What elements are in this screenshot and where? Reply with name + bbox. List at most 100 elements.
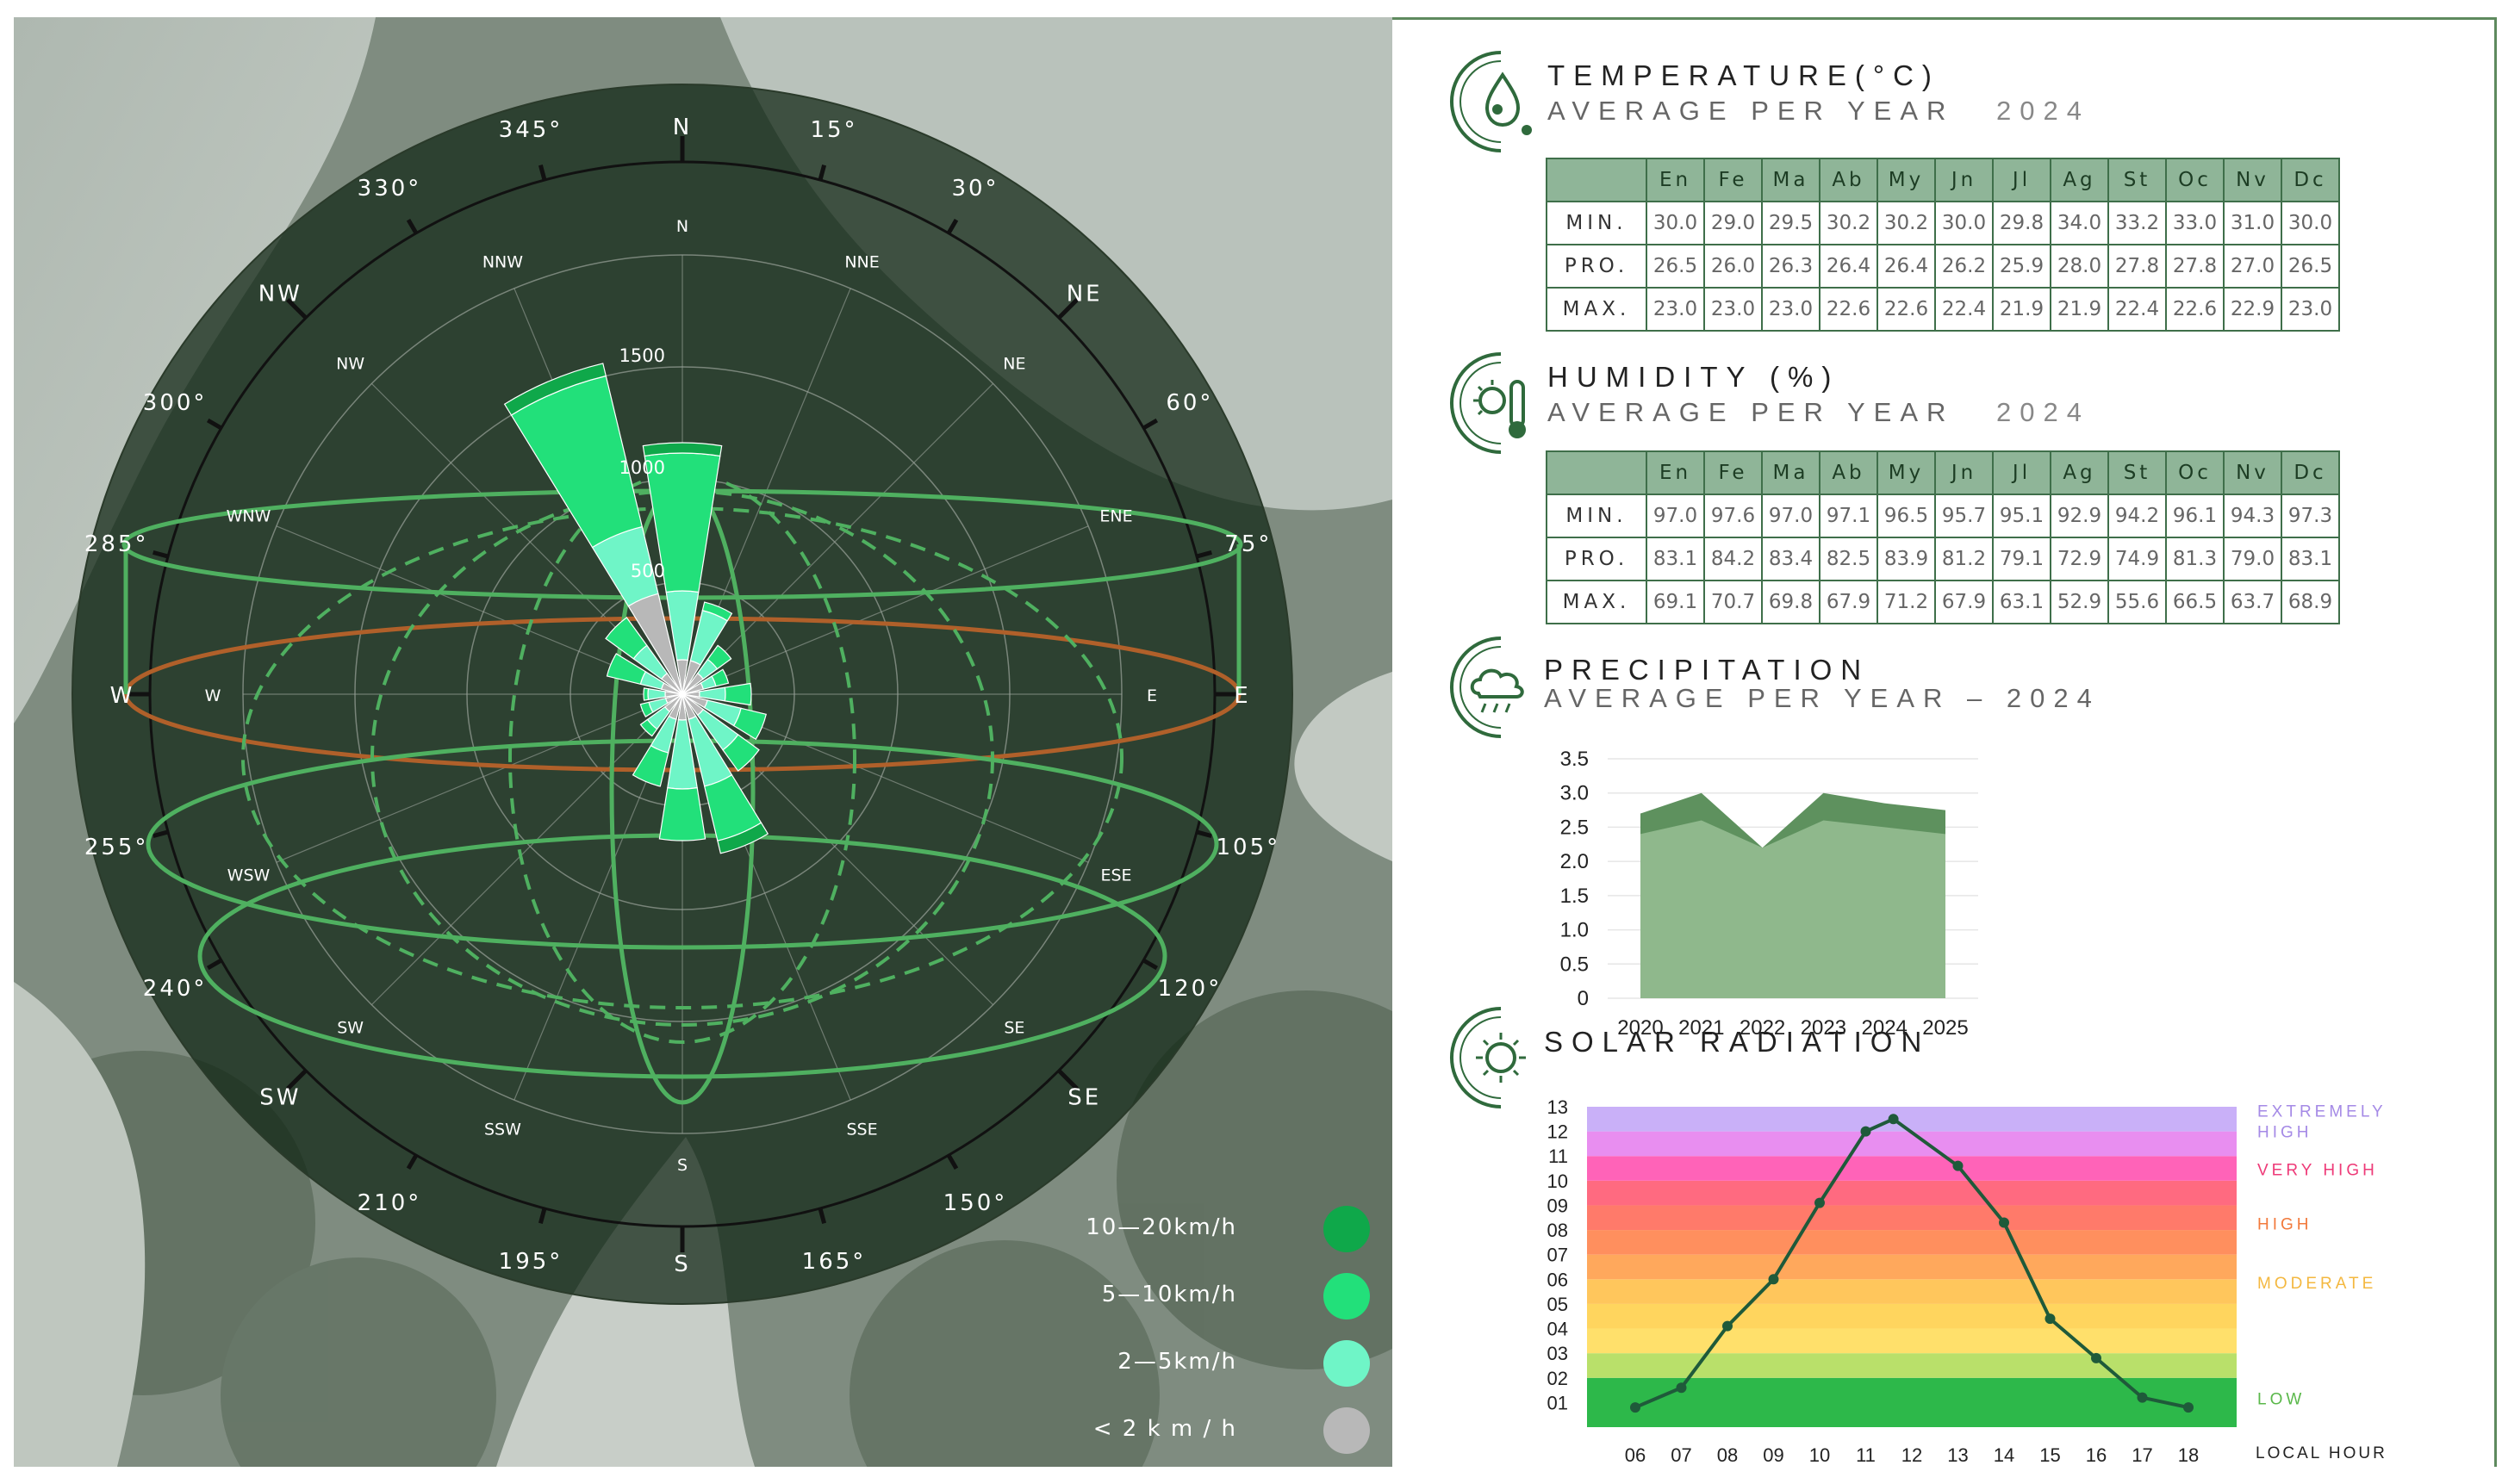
compass-tick — [1142, 958, 1159, 971]
wind-petal-segment — [639, 701, 654, 717]
table-corner — [1546, 158, 1647, 202]
table-cell: 84.2 — [1703, 537, 1763, 581]
table-cell: 31.0 — [2223, 201, 2282, 245]
wind-petal-segment — [717, 822, 769, 854]
month-header: Oc — [2165, 158, 2225, 202]
table-cell: 22.6 — [2165, 287, 2225, 332]
table-cell: 28.0 — [2050, 244, 2109, 289]
table-cell: 67.9 — [1934, 580, 1994, 624]
row-label: MAX. — [1546, 287, 1647, 332]
y-tick-label: 12 — [1547, 1121, 1568, 1143]
outer-direction-label: S — [674, 1251, 691, 1277]
outer-direction-label: E — [1234, 683, 1250, 709]
wind-petal-segment — [643, 687, 650, 701]
table-cell: 70.7 — [1703, 580, 1763, 624]
table-cell: 26.3 — [1761, 244, 1820, 289]
wind-petal-segment — [606, 653, 647, 686]
radiation-band — [1587, 1353, 2237, 1378]
compass-tick — [818, 165, 827, 181]
row-label: MIN. — [1546, 494, 1647, 538]
table-cell: 71.2 — [1876, 580, 1936, 624]
wind-petal-segment — [732, 707, 767, 741]
y-tick-label: 2.5 — [1560, 816, 1589, 839]
ring-value-label: 1500 — [619, 345, 665, 366]
humidity-table: En Fe Ma Ab My Jn Jl Ag St Oc Nv Dc MIN. 97.0 97.6 97.0… — [1546, 450, 2340, 624]
compass-tick — [1057, 1069, 1079, 1090]
degree-label: 345° — [499, 117, 563, 143]
x-tick-label: 2023 — [1801, 1016, 1846, 1036]
table-cell: 92.9 — [2050, 494, 2109, 538]
inner-direction-label: SE — [1004, 1018, 1024, 1037]
degree-label: 300° — [143, 390, 208, 416]
x-tick-label: 18 — [2178, 1444, 2199, 1466]
degree-label: 60° — [1166, 390, 1213, 416]
x-tick-label: 16 — [2086, 1444, 2107, 1466]
solar-radiation-chart: 01 02 03 04 05 06 07 08 09 10 11 12 13 06 07 08 09 10 11 12… — [1547, 1096, 2387, 1466]
month-header: My — [1876, 450, 1936, 495]
month-header: Nv — [2223, 158, 2282, 202]
band-label: EXTREMELY HIGH — [2257, 1102, 2387, 1141]
humidity-thermometer-icon — [1450, 352, 1526, 454]
table-cell: 23.0 — [1761, 287, 1820, 332]
month-header: Dc — [2281, 450, 2340, 495]
month-header: St — [2107, 450, 2167, 495]
humidity-subtitle-text: AVERAGE PER YEAR — [1547, 397, 1955, 427]
radiation-point — [2091, 1352, 2101, 1363]
table-cell: 95.1 — [1992, 494, 2051, 538]
x-tick-label: 11 — [1856, 1444, 1876, 1466]
temperature-title: TEMPERATURE(°C) — [1547, 59, 1940, 91]
inner-direction-label: WSW — [227, 866, 271, 885]
table-cell: 33.2 — [2107, 201, 2167, 245]
month-header: Fe — [1703, 158, 1763, 202]
table-row: MAX. 23.0 23.0 23.0 22.6 22.6 22.4 21.9 21.9 22.4… — [1546, 287, 2340, 332]
band-label: MODERATE — [2257, 1275, 2376, 1293]
table-cell: 63.7 — [2223, 580, 2282, 624]
radiation-point — [2045, 1313, 2056, 1325]
table-cell: 74.9 — [2107, 537, 2167, 581]
table-cell: 55.6 — [2107, 580, 2167, 624]
table-cell: 83.1 — [2281, 537, 2340, 581]
table-cell: 22.9 — [2223, 287, 2282, 332]
radiation-band — [1587, 1205, 2237, 1231]
radiation-point — [1952, 1160, 1964, 1171]
month-header: Ag — [2050, 158, 2109, 202]
degree-label: 105° — [1217, 835, 1281, 860]
table-cell: 79.0 — [2223, 537, 2282, 581]
wind-petal-segment — [632, 744, 669, 787]
x-tick-label: 2024 — [1862, 1016, 1908, 1036]
table-row: PRO. 83.1 84.2 83.4 82.5 83.9 81.2 79.1 72.9 74.9… — [1546, 537, 2340, 581]
y-tick-label: 1.0 — [1560, 919, 1589, 942]
row-label: MIN. — [1546, 201, 1647, 245]
table-cell: 30.0 — [1934, 201, 1994, 245]
table-cell: 94.2 — [2107, 494, 2167, 538]
table-cell: 22.4 — [1934, 287, 1994, 332]
legend-label-5-10: 5—10km/h — [1101, 1282, 1237, 1307]
degree-label: 240° — [143, 976, 208, 1002]
table-cell: 97.0 — [1646, 494, 1705, 538]
x-tick-label: 07 — [1671, 1444, 1691, 1466]
table-cell: 69.8 — [1761, 580, 1820, 624]
degree-label: 120° — [1158, 976, 1223, 1002]
band-label: HIGH — [2257, 1215, 2312, 1233]
humidity-title: HUMIDITY (%) — [1547, 361, 1840, 393]
compass-tick — [152, 829, 169, 839]
inner-direction-label: N — [676, 217, 688, 236]
month-header: Nv — [2223, 450, 2282, 495]
x-tick-label: 2021 — [1678, 1016, 1724, 1036]
inner-direction-label: ESE — [1100, 866, 1131, 885]
inner-direction-label: NNW — [482, 252, 523, 271]
y-tick-label: 03 — [1547, 1343, 1568, 1364]
compass-tick — [818, 1208, 827, 1224]
radiation-point — [1814, 1197, 1825, 1208]
outer-direction-label: NE — [1067, 281, 1103, 307]
x-tick-label: 06 — [1625, 1444, 1646, 1466]
month-header: Jn — [1934, 158, 1994, 202]
month-header: Ma — [1761, 158, 1820, 202]
table-cell: 68.9 — [2281, 580, 2340, 624]
table-cell: 22.4 — [2107, 287, 2167, 332]
degree-label: 330° — [358, 176, 422, 202]
table-corner — [1546, 450, 1647, 495]
legend-dot-5-10 — [1323, 1273, 1370, 1319]
table-cell: 30.2 — [1819, 201, 1878, 245]
